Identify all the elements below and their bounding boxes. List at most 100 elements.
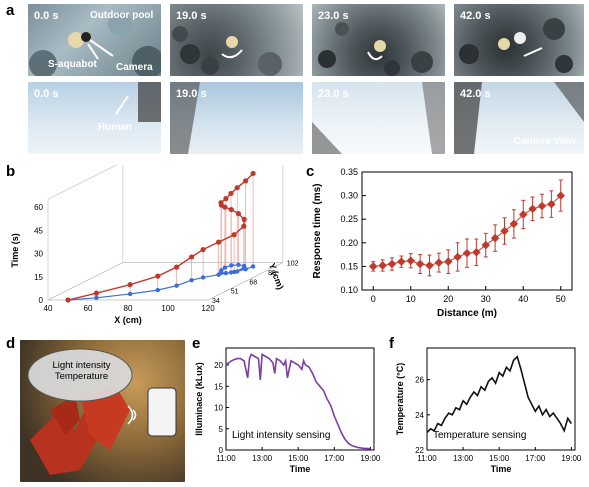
timestamp-cam-23s: 23.0 s xyxy=(318,88,349,100)
trajectory-line xyxy=(67,172,254,301)
x-tick-label: 17:00 xyxy=(324,454,345,463)
z-tick-label: 60 xyxy=(34,203,43,212)
trajectory-point xyxy=(243,178,249,184)
x-tick-label: 15:00 xyxy=(288,454,309,463)
data-point xyxy=(434,258,444,267)
trajectory-point xyxy=(155,273,161,279)
trajectory-point xyxy=(231,232,237,238)
y-tick-label: 0.15 xyxy=(340,261,358,271)
z-tick-label: 30 xyxy=(34,250,43,259)
trajectory-point xyxy=(127,282,133,288)
trajectory-point xyxy=(216,239,222,245)
y-tick-label: 0.20 xyxy=(340,238,358,248)
x-axis-label: Time xyxy=(290,464,311,474)
photo-cam-0s: 0.0 s Human xyxy=(28,82,161,154)
panel-letter-e: e xyxy=(192,335,201,352)
projection-point xyxy=(235,269,240,274)
photo-cam-23s: 23.0 s xyxy=(312,82,445,154)
x-tick-label: 20 xyxy=(443,294,453,304)
data-point xyxy=(500,226,509,236)
projection-point xyxy=(94,295,99,300)
trajectory-point xyxy=(228,190,234,197)
x-tick-label: 19:00 xyxy=(561,454,582,463)
series-line xyxy=(426,355,573,433)
x-tick-label: 17:00 xyxy=(525,454,546,463)
projection-point xyxy=(223,270,229,276)
x-tick-label: 50 xyxy=(556,294,566,304)
data-point xyxy=(472,247,481,257)
y-tick-label: 0.30 xyxy=(340,191,358,201)
plot-frame xyxy=(225,347,375,451)
photo-pool-0s: 0.0 s Outdoor pool S-aquabot Camera xyxy=(28,4,161,76)
panel-letter-a: a xyxy=(6,2,15,19)
projection-point xyxy=(243,267,248,272)
trajectory-point xyxy=(234,185,240,191)
x-tick-label: 0 xyxy=(371,294,376,304)
label-human: Human xyxy=(98,122,132,133)
projection-point xyxy=(200,275,206,280)
y-tick-label: 0.25 xyxy=(340,214,358,224)
projection-point xyxy=(218,270,224,275)
x-tick-label: 40 xyxy=(44,304,53,313)
sensor-bubble-text: Light intensity Temperature xyxy=(52,360,111,382)
panel-letter-b: b xyxy=(6,163,16,180)
y-axis-label: Temperature (°C) xyxy=(395,363,405,435)
photo-pool-23s: 23.0 s xyxy=(312,4,445,76)
y-tick-label: 20 xyxy=(214,361,223,370)
sensor-bubble xyxy=(27,348,133,402)
trajectory-point xyxy=(241,223,247,229)
y-tick-label: 85 xyxy=(268,270,276,277)
x-tick-label: 19:00 xyxy=(360,454,381,463)
z-tick-label: 0 xyxy=(39,296,44,305)
y-tick-label: 5 xyxy=(219,425,224,434)
trajectory-point xyxy=(174,264,180,270)
sky-scene-graphic xyxy=(312,82,445,154)
y-axis-label: Illuminace (kLux) xyxy=(194,362,204,436)
data-point xyxy=(425,261,434,270)
y-tick-label: 51 xyxy=(231,289,239,296)
phone-icon xyxy=(147,387,177,437)
trajectory-point xyxy=(223,196,229,202)
x-tick-label: 120 xyxy=(201,304,215,313)
y-tick-label: 22 xyxy=(415,446,424,455)
panel-letter-d: d xyxy=(6,335,16,352)
data-point xyxy=(369,262,378,271)
data-point xyxy=(481,240,490,250)
trajectory-point xyxy=(65,297,71,303)
photo-pool-42s: 42.0 s xyxy=(454,4,584,76)
y-tick-label: 0 xyxy=(219,446,224,455)
plot-frame xyxy=(426,347,576,451)
data-point xyxy=(415,259,425,269)
chart-annotation: Light intensity sensing xyxy=(232,430,330,441)
projection-point xyxy=(127,291,133,297)
y-tick-label: 34 xyxy=(212,298,220,305)
x-tick-label: 13:00 xyxy=(252,454,273,463)
timestamp-cam-42s: 42.0 s xyxy=(460,88,491,100)
trajectory-point xyxy=(250,170,256,177)
y-axis-label: Response time (ms) xyxy=(312,183,323,278)
z-tick-label: 15 xyxy=(34,273,43,282)
projection-point xyxy=(155,287,160,293)
camera-icon xyxy=(81,32,91,42)
trajectory-point xyxy=(241,216,247,222)
camera-icon xyxy=(514,32,526,44)
projection-point xyxy=(189,278,194,283)
data-point xyxy=(387,259,397,269)
timestamp-pool-42s: 42.0 s xyxy=(460,10,491,22)
projection-point xyxy=(242,263,247,269)
y-tick-label: 0.35 xyxy=(340,167,358,177)
sky-scene-graphic xyxy=(454,82,584,154)
projection-point xyxy=(222,265,228,270)
pool-scene-graphic xyxy=(172,26,282,76)
data-point xyxy=(490,233,500,243)
x-axis-label: Distance (m) xyxy=(437,308,497,319)
timestamp-pool-0s: 0.0 s xyxy=(34,10,59,22)
data-point xyxy=(378,261,387,270)
panel-letter-c: c xyxy=(306,163,315,180)
timestamp-cam-19s: 19.0 s xyxy=(176,88,207,100)
data-point xyxy=(397,257,406,266)
timestamp-pool-23s: 23.0 s xyxy=(318,10,349,22)
x-tick-label: 10 xyxy=(406,294,416,304)
photo-leaves: Light intensity Temperature xyxy=(20,340,185,482)
label-camera-view: Camera View xyxy=(514,136,577,147)
